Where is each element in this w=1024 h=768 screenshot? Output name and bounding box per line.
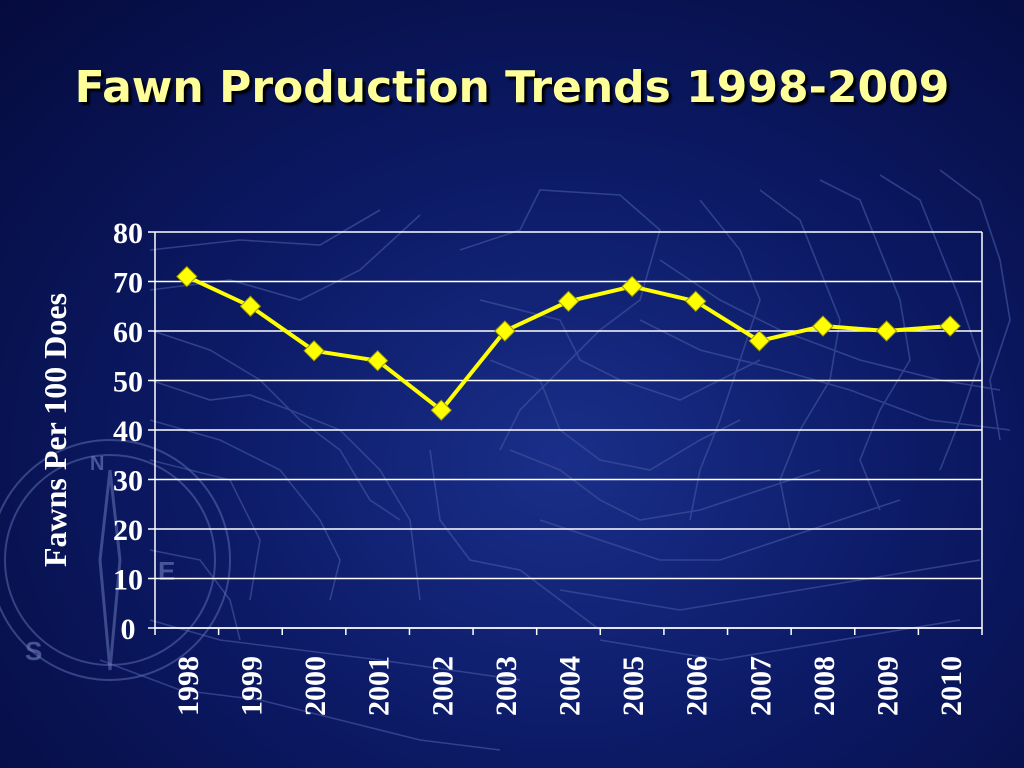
x-tick-label: 2002 (426, 656, 459, 716)
data-point-marker (303, 340, 325, 362)
data-point-marker (366, 349, 389, 372)
x-tick-label: 2009 (872, 656, 905, 716)
y-tick-label: 50 (113, 366, 143, 399)
data-point-marker (875, 320, 898, 342)
data-point-marker (812, 315, 834, 337)
svg-text:N: N (90, 453, 104, 475)
x-tick-labels: 1998 1999 2000 2001 2002 2003 2004 2005 2006 2007… (172, 656, 968, 716)
x-tick-label: 2001 (363, 656, 396, 716)
x-tick-label: 2003 (490, 656, 523, 716)
y-tick-label: 40 (113, 415, 143, 448)
x-tick-label: 2006 (681, 656, 714, 716)
slide-title: Fawn Production Trends 1998-2009 (74, 62, 950, 113)
y-tick-labels: 0 10 20 30 40 50 60 70 80 (113, 217, 143, 646)
x-tick-label: 2008 (808, 656, 841, 716)
y-tick-label: 80 (113, 217, 143, 250)
data-point-marker (494, 320, 516, 342)
y-tick-label: 20 (113, 514, 143, 547)
x-tick-label: 2007 (744, 656, 777, 716)
data-point-marker (685, 290, 707, 313)
svg-text:S: S (25, 636, 42, 666)
y-tick-label: 10 (113, 564, 143, 597)
x-tick-label: 2005 (617, 656, 650, 716)
y-tick-label: 70 (113, 267, 143, 300)
axes (148, 231, 983, 635)
y-axis-label: Fawns Per 100 Does (37, 293, 73, 567)
series-markers (176, 265, 961, 421)
data-point-marker (430, 399, 452, 421)
x-tick-label: 2010 (935, 656, 968, 716)
x-tick-label: 1998 (172, 656, 205, 716)
y-tick-label: 0 (121, 613, 136, 646)
x-tick-label: 2000 (299, 656, 332, 716)
data-point-marker (621, 275, 643, 298)
gridlines (155, 231, 982, 629)
y-tick-label: 60 (113, 316, 143, 349)
data-point-marker (939, 315, 961, 337)
data-point-marker (557, 290, 580, 313)
x-tick-label: 1999 (235, 656, 268, 716)
y-tick-label: 30 (113, 465, 143, 498)
x-tick-label: 2004 (554, 656, 587, 716)
data-point-marker (748, 330, 771, 352)
data-point-marker (176, 265, 198, 288)
data-point-marker (239, 295, 262, 317)
